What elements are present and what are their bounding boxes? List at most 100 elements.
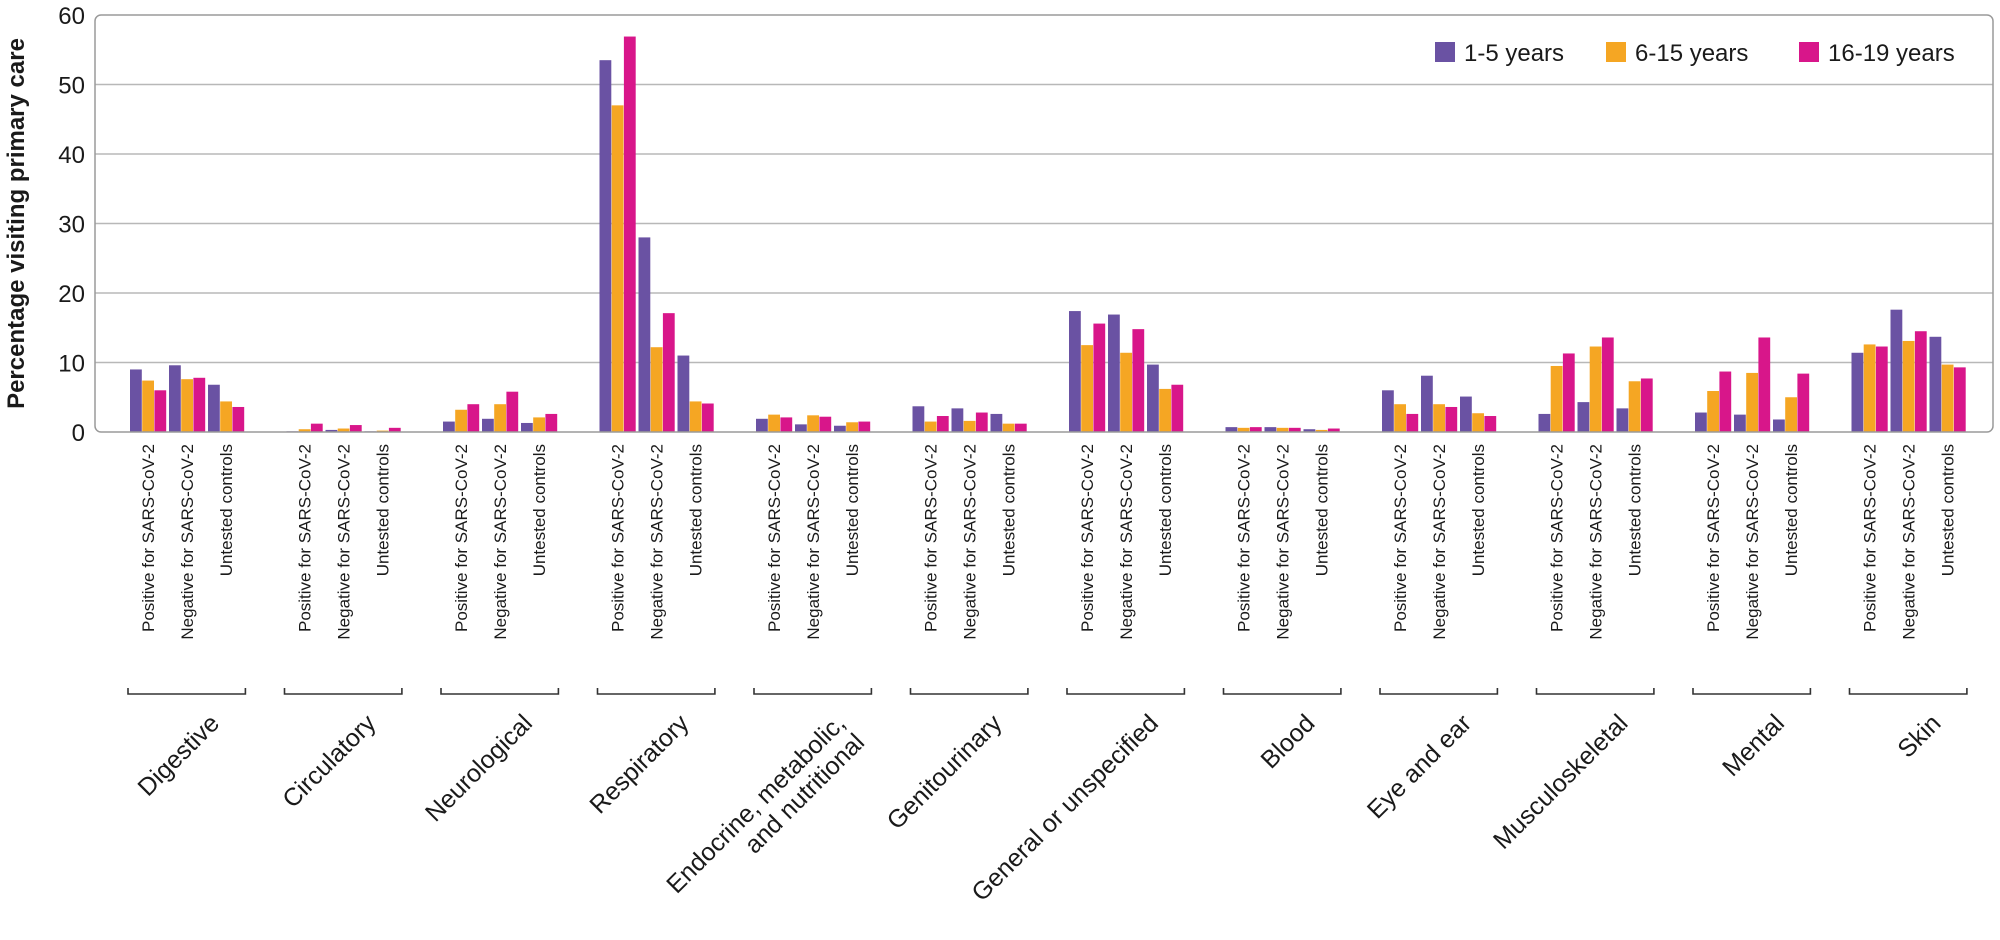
legend-swatch [1435, 42, 1455, 62]
legend-swatch [1606, 42, 1626, 62]
group-label-line: Musculoskeletal [1488, 709, 1634, 855]
x-tick-label: Negative for SARS-CoV-2 [648, 444, 667, 640]
bar [1550, 365, 1563, 432]
bar [768, 414, 780, 432]
x-tick-label: Untested controls [1626, 444, 1645, 576]
x-tick-label: Untested controls [1000, 444, 1019, 576]
x-tick-label: Positive for SARS-CoV-2 [609, 444, 628, 632]
group-label: Neurological [420, 709, 538, 827]
group-label-line: Neurological [420, 709, 538, 827]
group-label-line: Eye and ear [1362, 709, 1477, 824]
bar [533, 417, 545, 432]
bar [1758, 337, 1771, 432]
bar [506, 391, 519, 432]
x-tick-label: Negative for SARS-CoV-2 [1900, 444, 1919, 640]
bar [181, 379, 193, 432]
x-axis-tick-labels: Positive for SARS-CoV-2 Negative for SARS… [139, 444, 1957, 640]
group-label-line: Genitourinary [882, 709, 1008, 835]
bar [349, 425, 362, 432]
bar [858, 421, 871, 432]
bar [1890, 309, 1903, 432]
group-bracket [283, 688, 403, 695]
group-bracket [596, 688, 716, 695]
bar [1288, 427, 1301, 432]
bar [912, 406, 925, 432]
bar [1589, 346, 1602, 432]
x-tick-label: Negative for SARS-CoV-2 [804, 444, 823, 640]
bar [1406, 413, 1419, 432]
x-tick-label: Untested controls [217, 444, 236, 576]
bar [1014, 423, 1027, 432]
bar [298, 429, 311, 432]
x-tick-label: Negative for SARS-CoV-2 [1743, 444, 1762, 640]
group-label: Musculoskeletal [1488, 709, 1634, 855]
group-label: Respiratory [584, 709, 695, 820]
legend-label: 1-5 years [1464, 40, 1564, 67]
bar [325, 429, 338, 432]
x-tick-label: Negative for SARS-CoV-2 [335, 444, 354, 640]
bar [1773, 419, 1785, 432]
x-tick-label: Untested controls [1469, 444, 1488, 576]
bar [1929, 336, 1942, 432]
bar [1147, 364, 1159, 432]
y-tick-label: 30 [58, 212, 85, 239]
bar [819, 416, 832, 432]
bars [130, 36, 1966, 433]
y-tick-label: 50 [58, 73, 85, 100]
bar [142, 380, 154, 432]
bar [1276, 427, 1289, 432]
group-label-line: Endocrine, metabolic, [661, 709, 851, 899]
group-labels: Digestive Circulatory Neurological Respirat… [132, 709, 1946, 918]
x-tick-label: Negative for SARS-CoV-2 [961, 444, 980, 640]
bar [1914, 331, 1927, 432]
bar [1264, 427, 1277, 432]
bar [1249, 427, 1262, 432]
group-label: Eye and ear [1362, 709, 1477, 824]
bar [1002, 423, 1015, 432]
y-tick-label: 10 [58, 351, 85, 378]
bar [169, 365, 181, 432]
group-label-line: Digestive [132, 709, 225, 802]
group-bracket [1379, 688, 1499, 695]
group-label: Circulatory [277, 709, 382, 814]
bar [337, 428, 350, 432]
bar [1719, 371, 1732, 432]
group-label-line: Circulatory [277, 709, 382, 814]
x-tick-label: Positive for SARS-CoV-2 [452, 444, 471, 632]
legend: 1-5 years 6-15 years 16-19 years [1435, 40, 1955, 67]
bar [521, 422, 533, 432]
bar [756, 418, 768, 432]
x-tick-label: Negative for SARS-CoV-2 [1117, 444, 1136, 640]
x-tick-label: Negative for SARS-CoV-2 [178, 444, 197, 640]
bar [232, 406, 245, 432]
y-tick-label: 0 [72, 420, 85, 447]
group-label: Digestive [132, 709, 225, 802]
bar [482, 418, 494, 432]
bar [1734, 414, 1746, 432]
x-tick-label: Untested controls [1156, 444, 1175, 576]
bar [208, 384, 220, 432]
x-tick-label: Positive for SARS-CoV-2 [1548, 444, 1567, 632]
bar [701, 403, 714, 432]
group-brackets [127, 688, 1968, 695]
x-tick-label: Positive for SARS-CoV-2 [1861, 444, 1880, 632]
group-label: Endocrine, metabolic,and nutritional [661, 709, 870, 918]
x-tick-label: Negative for SARS-CoV-2 [1430, 444, 1449, 640]
x-tick-label: Untested controls [374, 444, 393, 576]
bar [623, 36, 636, 433]
group-label-line: Mental [1717, 709, 1790, 782]
bar [963, 420, 976, 432]
bar [1069, 311, 1081, 432]
bar [1601, 337, 1614, 432]
bar [494, 404, 506, 432]
x-tick-label: Untested controls [687, 444, 706, 576]
group-bracket [440, 688, 560, 695]
y-tick-label: 20 [58, 281, 85, 308]
bar [1785, 397, 1797, 432]
bar [677, 355, 690, 432]
x-tick-label: Untested controls [1782, 444, 1801, 576]
legend-label: 6-15 years [1635, 40, 1748, 67]
bar [1237, 427, 1250, 432]
bar [1863, 344, 1876, 432]
bar [795, 424, 807, 432]
